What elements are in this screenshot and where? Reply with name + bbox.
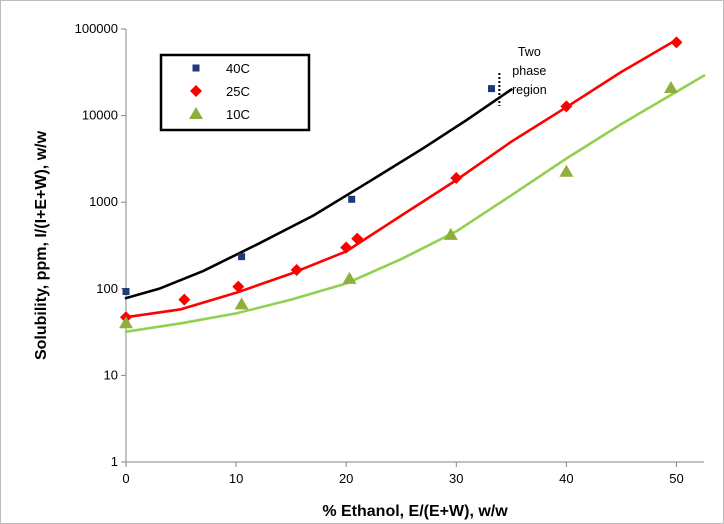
legend-marker-10C (189, 107, 203, 119)
two-phase-annotation: Two phase region (498, 45, 547, 106)
y-axis-title: Solubility, ppm, I/(I+E+W), w/w (33, 130, 50, 360)
x-tick-label: 50 (669, 471, 683, 486)
point-10C (342, 271, 357, 284)
x-tick-label: 20 (339, 471, 353, 486)
x-tick-label: 10 (229, 471, 243, 486)
data-points (119, 36, 683, 329)
point-10C (559, 164, 574, 177)
point-25C (340, 241, 353, 254)
legend-marker-40C (192, 64, 200, 72)
y-tick-label: 100 (96, 281, 118, 296)
annotation-line: Two (518, 45, 541, 59)
y-tick-label: 1000 (89, 194, 118, 209)
annotation-line: region (512, 83, 547, 97)
y-tick-label: 100000 (75, 21, 118, 36)
fit-line-25C (124, 38, 678, 319)
fit-curves (124, 38, 706, 334)
y-tick-label: 1 (111, 454, 118, 469)
point-40C (238, 253, 246, 261)
point-10C (119, 316, 133, 329)
legend-box (159, 53, 311, 132)
point-10C (663, 81, 678, 94)
point-40C (348, 195, 356, 203)
point-25C (670, 36, 683, 49)
point-25C (351, 232, 364, 245)
annotation-line: phase (512, 64, 546, 78)
legend-label-40C: 40C (226, 61, 250, 76)
point-25C (232, 280, 245, 293)
point-25C (178, 293, 191, 306)
legend: 40C 25C 10C (159, 53, 311, 132)
x-axis-title: % Ethanol, E/(E+W), w/w (322, 503, 508, 520)
x-tick-label: 30 (449, 471, 463, 486)
axes: 1 10 100 1000 10000 100000 0 10 20 30 40 50 (75, 21, 704, 486)
point-40C (488, 85, 496, 93)
point-25C (290, 263, 303, 276)
legend-label-25C: 25C (226, 84, 250, 99)
point-25C (450, 172, 463, 185)
point-10C (234, 297, 249, 310)
y-tick-label: 10000 (82, 108, 118, 123)
legend-label-10C: 10C (226, 107, 250, 122)
y-tick-label: 10 (104, 367, 118, 382)
point-10C (443, 227, 458, 240)
x-tick-label: 0 (122, 471, 129, 486)
fit-line-10C (124, 74, 706, 334)
x-tick-label: 40 (559, 471, 573, 486)
legend-marker-25C (190, 85, 202, 97)
fit-line-40C (124, 88, 513, 300)
point-25C (560, 100, 573, 113)
point-40C (122, 288, 130, 296)
